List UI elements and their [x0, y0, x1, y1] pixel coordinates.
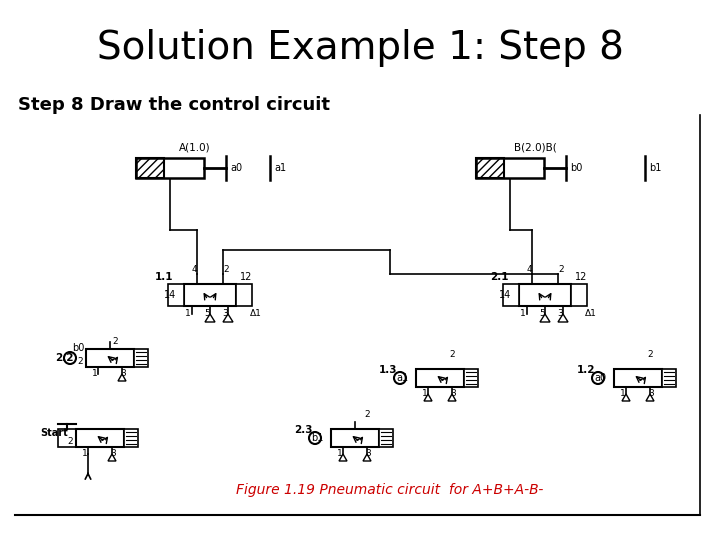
Polygon shape [448, 394, 456, 401]
Bar [136, 158, 164, 178]
Text: a1: a1 [396, 373, 408, 383]
Polygon shape [223, 314, 233, 322]
Text: 3: 3 [450, 389, 456, 398]
Text: 2: 2 [112, 337, 117, 346]
Text: Δ1: Δ1 [585, 309, 597, 318]
Text: 1: 1 [185, 309, 191, 318]
Text: b0: b0 [72, 343, 84, 353]
Text: 3: 3 [365, 449, 371, 458]
Text: 2: 2 [77, 356, 83, 366]
Text: a0: a0 [230, 163, 242, 173]
Text: 2.2: 2.2 [55, 353, 73, 363]
Text: 2: 2 [223, 265, 229, 274]
Polygon shape [363, 454, 371, 461]
Bar [464, 369, 478, 387]
Text: 3: 3 [648, 389, 654, 398]
Text: 1: 1 [82, 449, 88, 458]
Bar [519, 284, 571, 306]
Text: Step 8 Draw the control circuit: Step 8 Draw the control circuit [18, 96, 330, 114]
Polygon shape [424, 394, 432, 401]
Polygon shape [108, 454, 116, 461]
Bar [476, 158, 544, 178]
Text: 4: 4 [192, 265, 197, 274]
Text: 2: 2 [647, 350, 653, 359]
Text: 3: 3 [110, 449, 116, 458]
Polygon shape [540, 314, 550, 322]
Text: 5: 5 [204, 309, 210, 318]
Text: 2.3: 2.3 [294, 425, 312, 435]
Text: b0: b0 [570, 163, 582, 173]
Polygon shape [622, 394, 630, 401]
Bar [86, 349, 134, 367]
Bar [134, 349, 148, 367]
Text: 1: 1 [337, 449, 343, 458]
Text: 3: 3 [222, 309, 228, 318]
Text: Δ1: Δ1 [250, 309, 262, 318]
Text: 1: 1 [520, 309, 526, 318]
Text: 14: 14 [164, 290, 176, 300]
Text: Start: Start [40, 428, 68, 438]
Text: 3: 3 [557, 309, 563, 318]
Bar [331, 429, 379, 447]
Bar [379, 429, 393, 447]
Polygon shape [646, 394, 654, 401]
Bar [168, 284, 184, 306]
Text: 12: 12 [240, 272, 252, 282]
Text: 3: 3 [120, 369, 126, 378]
Polygon shape [339, 454, 347, 461]
Polygon shape [118, 374, 126, 381]
Polygon shape [558, 314, 568, 322]
Text: 2: 2 [558, 265, 564, 274]
Text: 1: 1 [620, 389, 626, 398]
Text: Figure 1.19 Pneumatic circuit  for A+B+A-B-: Figure 1.19 Pneumatic circuit for A+B+A-… [236, 483, 544, 497]
Text: a0: a0 [594, 373, 606, 383]
Bar [416, 369, 464, 387]
Bar [184, 284, 236, 306]
Text: Solution Example 1: Step 8: Solution Example 1: Step 8 [96, 29, 624, 67]
Text: 1.2: 1.2 [577, 365, 595, 375]
Text: B(2.0)B(: B(2.0)B( [513, 143, 557, 153]
Text: 4: 4 [526, 265, 532, 274]
Text: 2: 2 [364, 410, 370, 419]
Text: 1: 1 [92, 369, 98, 378]
Text: 2: 2 [449, 350, 455, 359]
Bar [76, 429, 124, 447]
Bar [614, 369, 662, 387]
Bar [124, 429, 138, 447]
Bar [571, 284, 587, 306]
Text: 2.1: 2.1 [490, 272, 508, 282]
Bar [136, 158, 204, 178]
Bar [662, 369, 676, 387]
Text: 2: 2 [67, 436, 73, 446]
Text: 12: 12 [575, 272, 588, 282]
Text: 1.1: 1.1 [155, 272, 174, 282]
Text: 1: 1 [422, 389, 428, 398]
Polygon shape [205, 314, 215, 322]
Bar [503, 284, 519, 306]
Text: 1.3: 1.3 [379, 365, 397, 375]
Text: a1: a1 [274, 163, 286, 173]
Text: 14: 14 [499, 290, 511, 300]
Bar [476, 158, 504, 178]
Bar [236, 284, 252, 306]
Text: A(1.0): A(1.0) [179, 143, 211, 153]
Text: 5: 5 [539, 309, 545, 318]
Bar [58, 429, 76, 447]
Text: b1: b1 [649, 163, 662, 173]
Text: b1: b1 [311, 433, 323, 443]
